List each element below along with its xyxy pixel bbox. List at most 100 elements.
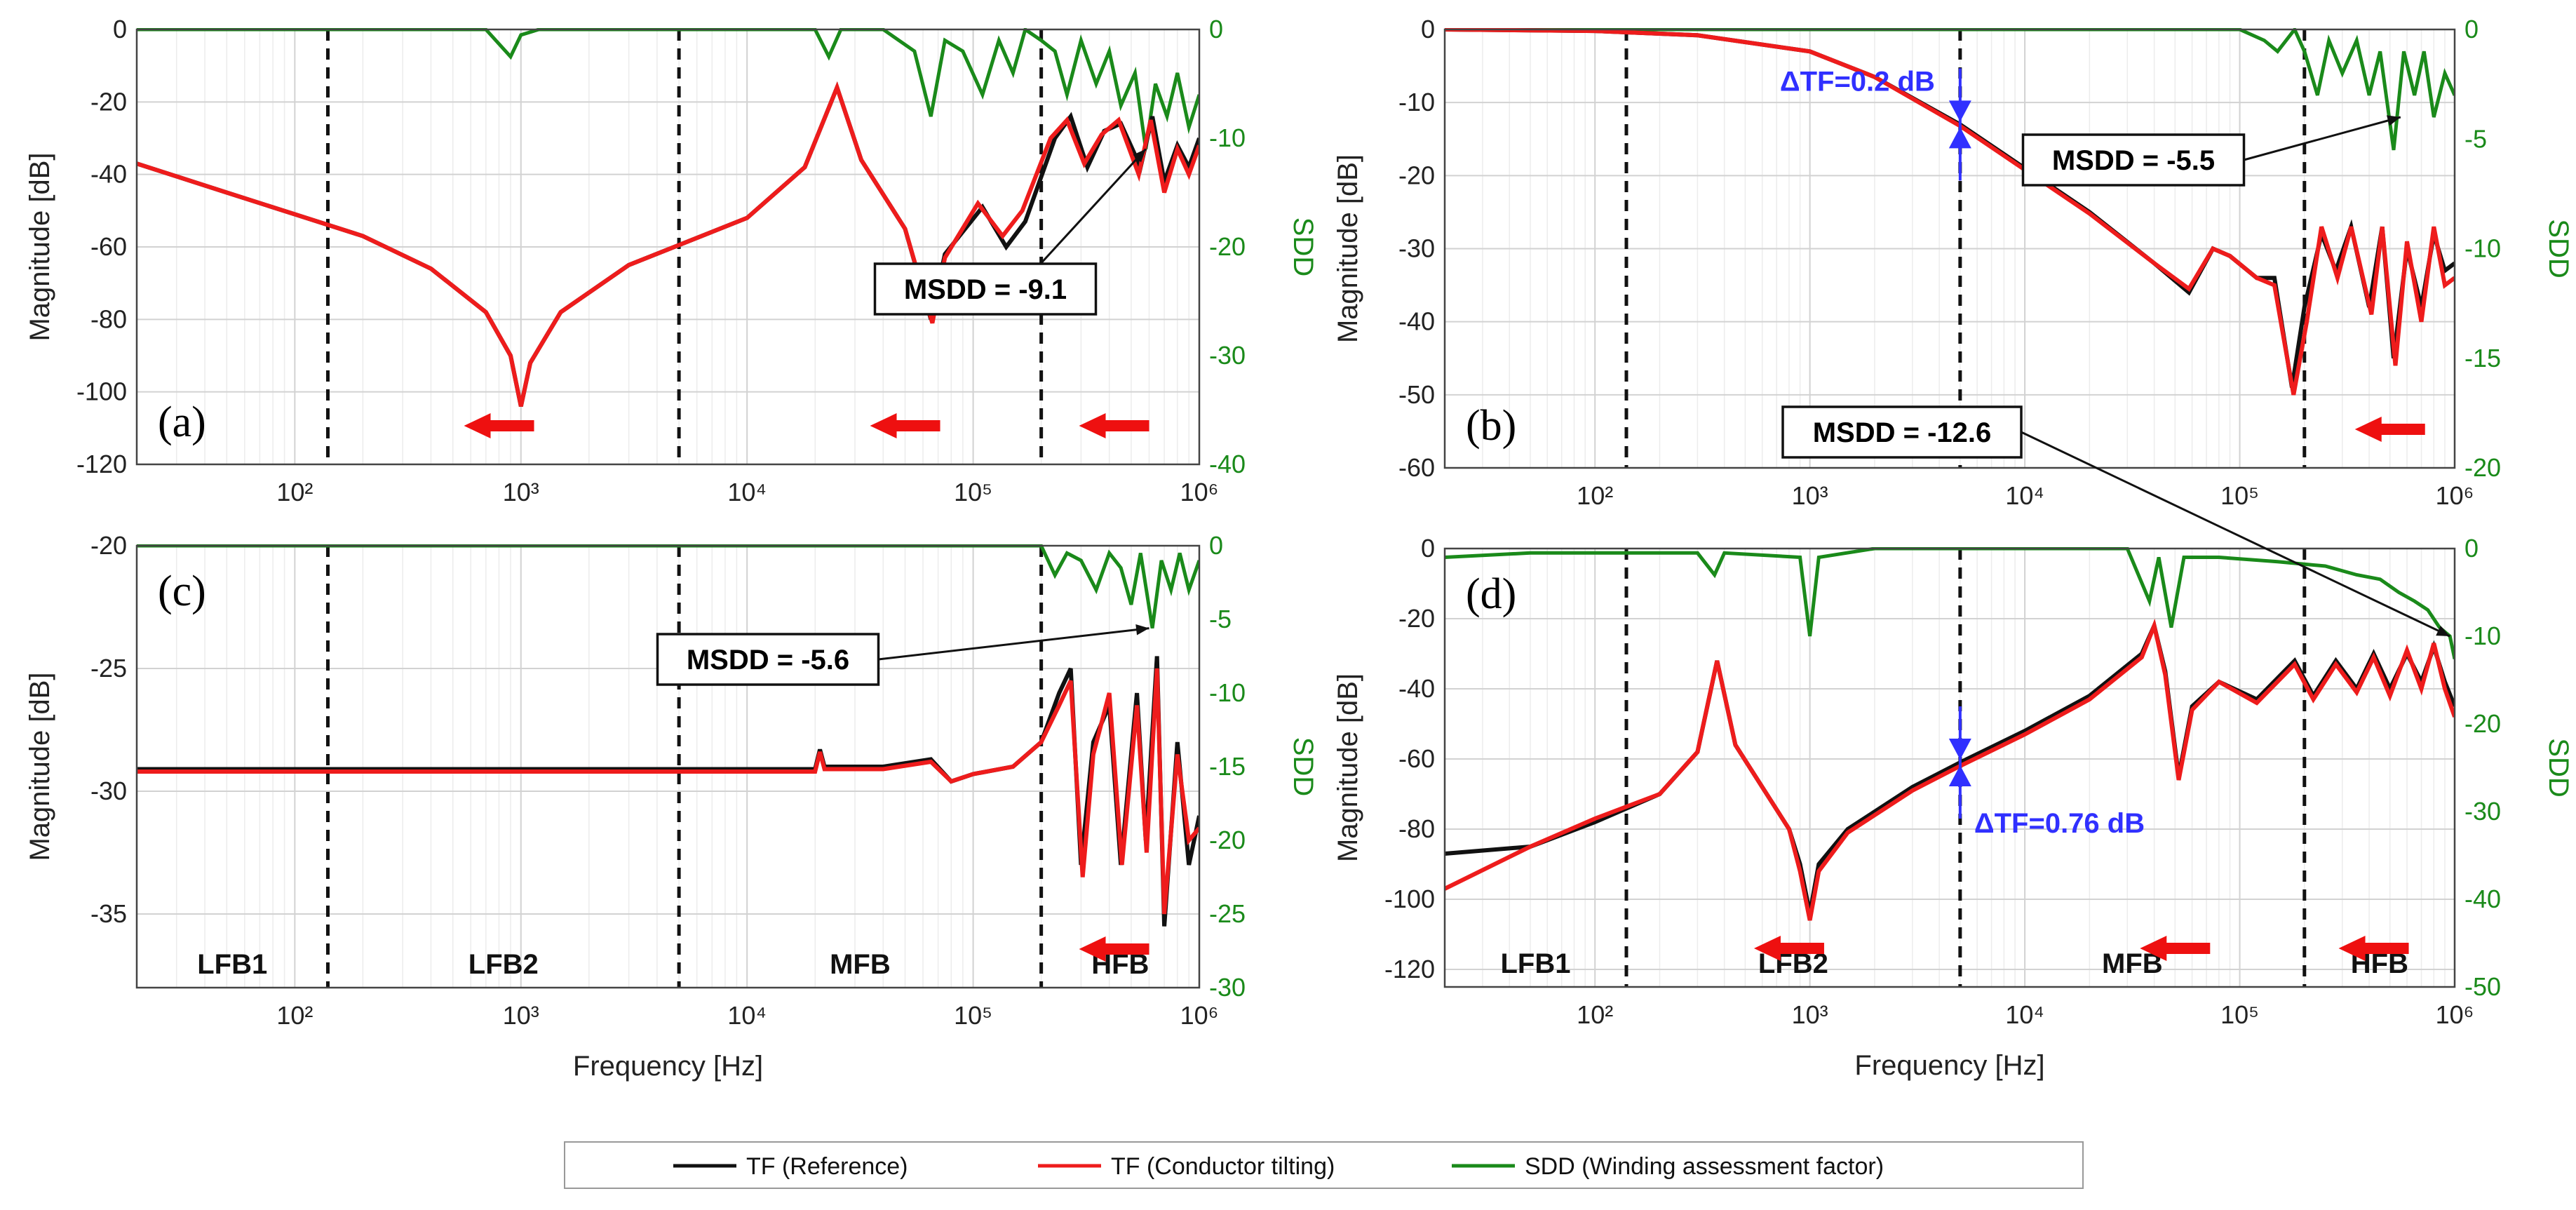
msdd-label: MSDD = -5.5 bbox=[2052, 145, 2215, 176]
y2-tick-label: -10 bbox=[1209, 678, 1246, 707]
y-tick-label: -60 bbox=[1398, 453, 1435, 482]
legend-label: TF (Reference) bbox=[746, 1153, 908, 1180]
y-tick-label: -40 bbox=[90, 160, 127, 189]
y2-tick-label: -5 bbox=[2464, 124, 2487, 153]
y-tick-label: 0 bbox=[1421, 15, 1435, 43]
y-tick-label: -100 bbox=[1384, 885, 1435, 913]
x-tick-label: 10³ bbox=[503, 478, 539, 506]
up-arrow-icon bbox=[1948, 127, 1971, 149]
legend-label: SDD (Winding assessment factor) bbox=[1525, 1153, 1884, 1180]
y2-tick-label: 0 bbox=[2464, 534, 2479, 563]
tf-tilting-line bbox=[1445, 618, 2455, 921]
x-tick-label: 10³ bbox=[1792, 1000, 1828, 1029]
band-label: LFB1 bbox=[1500, 948, 1570, 979]
sdd-series-line bbox=[1445, 547, 2455, 660]
y-tick-label: -35 bbox=[90, 899, 127, 928]
y-axis-label: Magnitude [dB] bbox=[25, 152, 55, 341]
y2-tick-label: -30 bbox=[1209, 341, 1246, 370]
y-tick-label: 0 bbox=[113, 15, 127, 43]
x-tick-label: 10⁶ bbox=[2436, 481, 2474, 510]
msdd-pointer-line bbox=[1039, 148, 1147, 265]
y2-tick-label: -40 bbox=[1209, 450, 1246, 478]
y-axis-label: Magnitude [dB] bbox=[1333, 673, 1363, 862]
panel-c: LFB1 LFB2 MFB HFB-20-25-30-350-5-10-15-20-2… bbox=[25, 531, 1319, 1082]
msdd-pointer-line bbox=[2021, 431, 2450, 638]
panel-label: (c) bbox=[158, 567, 206, 615]
y2-tick-label: 0 bbox=[1209, 15, 1223, 43]
band-label: LFB1 bbox=[197, 949, 267, 980]
y-tick-label: -20 bbox=[90, 531, 127, 560]
shift-arrow-icon bbox=[2140, 936, 2211, 961]
y-tick-label: -60 bbox=[90, 232, 127, 261]
msdd-box bbox=[873, 262, 1098, 316]
y2-tick-label: -10 bbox=[2464, 621, 2501, 650]
msdd-pointer-line bbox=[878, 627, 1149, 661]
x-tick-label: 10⁶ bbox=[1180, 1001, 1219, 1030]
msdd-label: MSDD = -12.6 bbox=[1813, 417, 1992, 448]
y2-tick-label: 0 bbox=[1209, 531, 1223, 560]
msdd-arrowhead-icon bbox=[1135, 624, 1149, 636]
shift-arrow-icon bbox=[464, 413, 534, 438]
msdd-label: MSDD = -9.1 bbox=[904, 274, 1067, 305]
msdd-arrowhead-icon bbox=[2387, 115, 2401, 126]
y2-tick-label: -30 bbox=[2464, 797, 2501, 826]
y-axis-label: Magnitude [dB] bbox=[1333, 154, 1363, 343]
y2-axis-label: SDD bbox=[1288, 737, 1319, 796]
shift-arrow-icon bbox=[1079, 936, 1149, 962]
y-tick-label: -30 bbox=[90, 777, 127, 805]
x-tick-label: 10⁵ bbox=[2220, 481, 2259, 510]
panel-label: (d) bbox=[1466, 570, 1516, 618]
plot-frame bbox=[135, 544, 1201, 989]
y2-tick-label: 0 bbox=[2464, 15, 2479, 43]
msdd-label: MSDD = -5.6 bbox=[687, 645, 849, 675]
plot-frame bbox=[1443, 547, 2456, 988]
y-tick-label: -50 bbox=[1398, 380, 1435, 409]
y-tick-label: -120 bbox=[1384, 955, 1435, 983]
y2-tick-label: -25 bbox=[1209, 899, 1246, 928]
x-tick-label: 10³ bbox=[1792, 481, 1828, 510]
y2-axis-label: SDD bbox=[1288, 217, 1319, 276]
y2-tick-label: -20 bbox=[1209, 232, 1246, 261]
y2-axis-label: SDD bbox=[2543, 219, 2574, 278]
y-tick-label: -80 bbox=[1398, 814, 1435, 843]
y2-tick-label: -20 bbox=[1209, 826, 1246, 854]
msdd-pointer-line bbox=[2244, 116, 2401, 161]
up-arrow-icon bbox=[1948, 765, 1971, 786]
delta-tf-label: ΔTF=0.2 dB bbox=[1780, 66, 1935, 97]
y2-tick-label: -15 bbox=[1209, 752, 1246, 781]
shift-arrow-icon bbox=[1079, 413, 1149, 438]
x-tick-label: 10² bbox=[276, 1001, 313, 1030]
x-axis-label: Frequency [Hz] bbox=[573, 1051, 763, 1082]
y2-tick-label: -20 bbox=[2464, 709, 2501, 738]
shift-arrow-icon bbox=[1753, 936, 1824, 961]
y-tick-label: -20 bbox=[1398, 604, 1435, 633]
y-tick-label: -60 bbox=[1398, 744, 1435, 773]
x-tick-label: 10⁴ bbox=[727, 1001, 767, 1030]
grid bbox=[1445, 29, 2455, 469]
y-tick-label: -20 bbox=[1398, 161, 1435, 189]
y2-tick-label: -15 bbox=[2464, 344, 2501, 372]
x-tick-label: 10³ bbox=[503, 1001, 539, 1030]
y2-tick-label: -20 bbox=[2464, 453, 2501, 482]
x-tick-label: 10² bbox=[1577, 481, 1613, 510]
y-tick-label: 0 bbox=[1421, 534, 1435, 563]
x-tick-label: 10² bbox=[1577, 1000, 1613, 1029]
sdd-series-line bbox=[137, 544, 1199, 628]
msdd-arrowhead-icon bbox=[1133, 149, 1146, 163]
y-tick-label: -25 bbox=[90, 654, 127, 683]
x-tick-label: 10⁵ bbox=[954, 1001, 992, 1030]
y2-tick-label: -50 bbox=[2464, 972, 2501, 1001]
panel-a: 0 -20 -40 -60 -80 -100 -120 0 -10 -20 -30 -40 10² 10³… bbox=[25, 15, 1319, 506]
y-tick-label: -40 bbox=[1398, 307, 1435, 336]
plot-frame bbox=[1443, 28, 2456, 469]
y2-tick-label: -30 bbox=[1209, 973, 1246, 1002]
y-tick-label: -20 bbox=[90, 87, 127, 116]
y2-axis-label: SDD bbox=[2543, 738, 2574, 797]
x-tick-label: 10⁶ bbox=[2436, 1000, 2474, 1029]
band-label: MFB bbox=[830, 949, 891, 980]
panel-b: 0 -10 -20 -30 -40 -50 -60 0 -5 -10 -15 -20 10² 10³ 10⁴… bbox=[1333, 15, 2574, 510]
panel-d: LFB1 LFB2 MFB HFB0-20-40-60-80-100-1200-10-… bbox=[1333, 405, 2574, 1081]
msdd-box bbox=[1781, 405, 2023, 459]
shift-arrow-icon bbox=[870, 413, 940, 438]
